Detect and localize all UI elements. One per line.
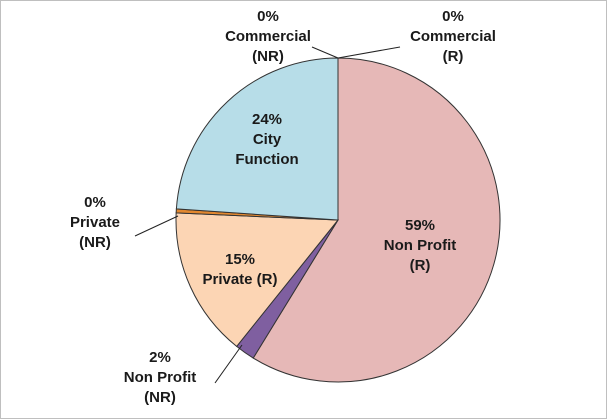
slice-category-label: (NR)	[252, 48, 284, 65]
slice-category-label: (NR)	[144, 389, 176, 406]
slice-category-label: Function	[235, 151, 298, 168]
slice-label: 24% City Function	[235, 111, 298, 168]
slice-category-label: Private	[70, 214, 120, 231]
slice-category-label: Non Profit	[124, 369, 197, 386]
slice-label: 59% Non Profit (R)	[384, 217, 457, 274]
slice-category-label: (R)	[443, 48, 464, 65]
pie-slice	[252, 57, 501, 383]
pie-slice	[175, 57, 339, 221]
slice-value-label: 15%	[225, 251, 255, 268]
slice-label: 0% Private (NR)	[70, 194, 120, 251]
slice-value-label: 0%	[84, 194, 106, 211]
slice-value-label: 0%	[257, 8, 279, 25]
slice-category-label: Private (R)	[202, 271, 277, 288]
slice-value-label: 2%	[149, 349, 171, 366]
leader-line	[337, 46, 401, 59]
slice-label: 15% Private (R)	[202, 251, 277, 288]
slice-category-label: (NR)	[79, 234, 111, 251]
slice-value-label: 59%	[405, 217, 435, 234]
slice-category-label: Commercial	[225, 28, 311, 45]
slice-category-label: (R)	[410, 257, 431, 274]
slice-category-label: Commercial	[410, 28, 496, 45]
slice-value-label: 24%	[252, 111, 282, 128]
leader-line	[134, 215, 179, 237]
slice-category-label: Non Profit	[384, 237, 457, 254]
slice-category-label: City	[253, 131, 282, 148]
slice-label: 0% Commercial (R)	[410, 8, 496, 65]
pie-slice	[175, 212, 340, 348]
slice-label: 2% Non Profit (NR)	[124, 349, 197, 406]
leader-line	[214, 344, 243, 384]
slice-label: 0% Commercial (NR)	[225, 8, 311, 65]
slice-value-label: 0%	[442, 8, 464, 25]
leader-line	[311, 46, 339, 59]
